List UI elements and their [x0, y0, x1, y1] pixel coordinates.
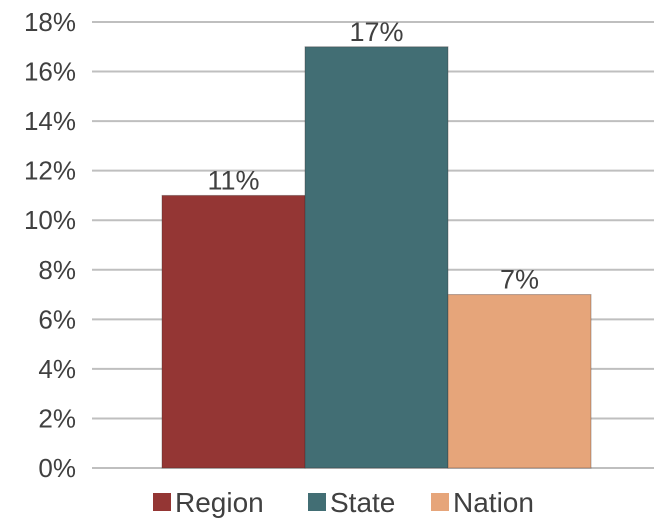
legend-label-nation: Nation [453, 487, 534, 518]
y-tick-label: 4% [38, 354, 76, 384]
data-label-nation: 7% [500, 265, 539, 295]
y-tick-label: 2% [38, 403, 76, 433]
data-label-state: 17% [349, 17, 403, 47]
bar-region [161, 194, 306, 469]
legend-swatch-state [308, 493, 326, 511]
data-label-region: 11% [207, 165, 259, 195]
legend: Region State Nation [153, 487, 534, 518]
y-tick-label: 6% [38, 304, 76, 334]
y-tick-label: 10% [24, 205, 76, 235]
y-tick-label: 12% [24, 156, 76, 186]
data-labels: 11% 17% 7% [207, 17, 539, 295]
legend-swatch-nation [431, 493, 449, 511]
y-tick-label: 0% [38, 453, 76, 483]
legend-label-state: State [330, 487, 395, 518]
bar-state [304, 46, 449, 469]
legend-label-region: Region [175, 487, 264, 518]
bars [161, 46, 592, 469]
legend-swatch-region [153, 493, 171, 511]
y-tick-label: 18% [24, 7, 76, 37]
y-tick-label: 14% [24, 106, 76, 136]
bar-nation [447, 294, 592, 469]
y-tick-label: 16% [24, 57, 76, 87]
y-tick-label: 8% [38, 255, 76, 285]
y-axis-tick-labels: 0% 2% 4% 6% 8% 10% 12% 14% 16% 18% [24, 7, 76, 483]
